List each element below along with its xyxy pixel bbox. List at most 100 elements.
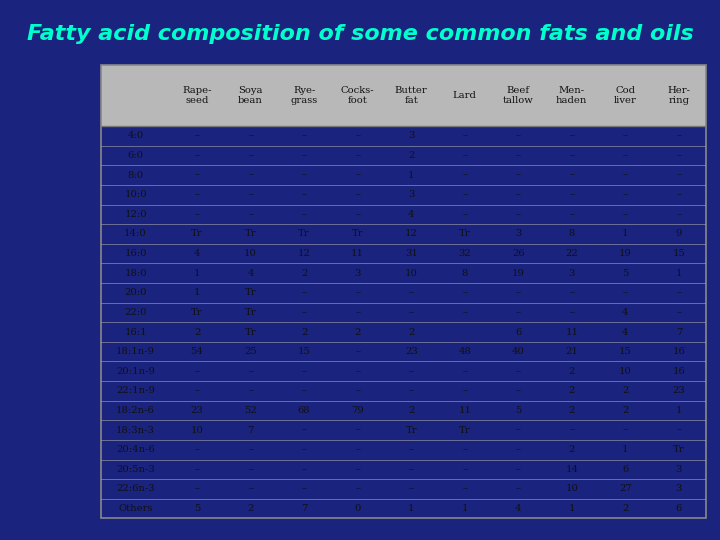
Text: –: –	[194, 367, 199, 376]
Text: 1: 1	[675, 269, 682, 278]
Text: 1: 1	[675, 406, 682, 415]
Text: 18:0: 18:0	[125, 269, 147, 278]
Text: 10: 10	[565, 484, 578, 494]
Text: 1: 1	[569, 504, 575, 513]
Text: Tr: Tr	[192, 308, 203, 317]
Text: 25: 25	[244, 347, 257, 356]
Text: –: –	[248, 367, 253, 376]
Text: Tr: Tr	[298, 230, 310, 239]
Text: Tr: Tr	[245, 288, 256, 298]
Text: –: –	[409, 446, 414, 454]
Text: 2: 2	[569, 387, 575, 395]
Text: 16: 16	[672, 347, 685, 356]
Text: Cod
liver: Cod liver	[614, 86, 636, 105]
Text: 10: 10	[405, 269, 418, 278]
Text: Lard: Lard	[453, 91, 477, 100]
Text: 2: 2	[194, 328, 200, 336]
Text: 6:0: 6:0	[127, 151, 143, 160]
Text: 10: 10	[619, 367, 631, 376]
Text: –: –	[355, 484, 360, 494]
Text: –: –	[302, 446, 307, 454]
Text: –: –	[355, 151, 360, 160]
Text: –: –	[570, 190, 575, 199]
Text: –: –	[623, 288, 628, 298]
Text: 10: 10	[244, 249, 257, 258]
Text: –: –	[302, 484, 307, 494]
Text: 12: 12	[298, 249, 310, 258]
Text: 3: 3	[515, 230, 521, 239]
Text: 15: 15	[672, 249, 685, 258]
Text: Others: Others	[118, 504, 153, 513]
Text: 1: 1	[194, 269, 200, 278]
Text: 40: 40	[512, 347, 525, 356]
Text: –: –	[355, 426, 360, 435]
Text: –: –	[194, 171, 199, 180]
Text: –: –	[516, 484, 521, 494]
Text: –: –	[302, 367, 307, 376]
Text: –: –	[409, 387, 414, 395]
Text: 2: 2	[622, 504, 629, 513]
Text: 2: 2	[569, 406, 575, 415]
Text: Fatty acid composition of some common fats and oils: Fatty acid composition of some common fa…	[27, 24, 693, 44]
Text: 18:2n-6: 18:2n-6	[116, 406, 155, 415]
Text: 0: 0	[354, 504, 361, 513]
Text: –: –	[194, 151, 199, 160]
Text: –: –	[462, 151, 467, 160]
Text: –: –	[409, 465, 414, 474]
Text: –: –	[462, 465, 467, 474]
Text: –: –	[355, 308, 360, 317]
Text: –: –	[570, 151, 575, 160]
Text: –: –	[516, 308, 521, 317]
Text: 20:1n-9: 20:1n-9	[116, 367, 155, 376]
Text: –: –	[355, 367, 360, 376]
Text: 12: 12	[405, 230, 418, 239]
Text: –: –	[516, 367, 521, 376]
Text: 4: 4	[515, 504, 521, 513]
Text: –: –	[409, 288, 414, 298]
Text: 9: 9	[675, 230, 682, 239]
Text: 3: 3	[675, 484, 682, 494]
Text: –: –	[355, 387, 360, 395]
Text: 19: 19	[619, 249, 631, 258]
Text: –: –	[462, 190, 467, 199]
Text: Tr: Tr	[673, 446, 685, 454]
Text: 1: 1	[194, 288, 200, 298]
Text: 7: 7	[675, 328, 682, 336]
Text: 4: 4	[408, 210, 415, 219]
Text: –: –	[676, 288, 681, 298]
Text: Soya
bean: Soya bean	[238, 86, 263, 105]
Text: 2: 2	[408, 151, 415, 160]
Text: 6: 6	[515, 328, 521, 336]
Text: –: –	[194, 465, 199, 474]
Text: Beef
tallow: Beef tallow	[503, 86, 534, 105]
Text: 18:3n-3: 18:3n-3	[116, 426, 155, 435]
Text: Rye-
grass: Rye- grass	[291, 86, 318, 105]
Text: –: –	[302, 387, 307, 395]
Text: –: –	[462, 308, 467, 317]
Text: 27: 27	[619, 484, 631, 494]
Text: 2: 2	[622, 406, 629, 415]
Text: –: –	[248, 210, 253, 219]
Text: –: –	[516, 288, 521, 298]
Text: 1: 1	[462, 504, 468, 513]
Text: Men-
haden: Men- haden	[556, 86, 588, 105]
Text: –: –	[623, 171, 628, 180]
Text: 3: 3	[408, 131, 415, 140]
Text: 16:1: 16:1	[125, 328, 147, 336]
Text: 2: 2	[248, 504, 254, 513]
Text: 23: 23	[191, 406, 204, 415]
Text: 2: 2	[301, 269, 307, 278]
Text: –: –	[302, 426, 307, 435]
Text: –: –	[194, 387, 199, 395]
Text: –: –	[570, 288, 575, 298]
Text: 22:6n-3: 22:6n-3	[116, 484, 155, 494]
Text: –: –	[516, 151, 521, 160]
Text: 2: 2	[408, 406, 415, 415]
Text: Cocks-
foot: Cocks- foot	[341, 86, 374, 105]
Text: –: –	[570, 131, 575, 140]
Text: Tr: Tr	[192, 230, 203, 239]
Text: –: –	[302, 190, 307, 199]
Text: –: –	[516, 210, 521, 219]
Text: 6: 6	[675, 504, 682, 513]
Text: 54: 54	[191, 347, 204, 356]
